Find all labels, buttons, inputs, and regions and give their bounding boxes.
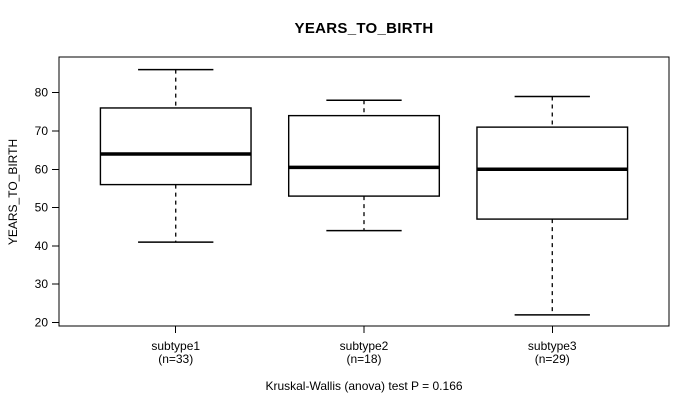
y-tick-label: 30 bbox=[35, 277, 49, 291]
iqr-box bbox=[99, 107, 252, 186]
group-label: subtype1 bbox=[151, 339, 200, 353]
iqr-box bbox=[287, 114, 441, 197]
group-label: subtype2 bbox=[340, 339, 389, 353]
y-tick-label: 70 bbox=[35, 124, 49, 138]
y-tick-label: 20 bbox=[35, 316, 49, 330]
y-tick-label: 40 bbox=[35, 239, 49, 253]
y-tick-label: 80 bbox=[35, 86, 49, 100]
y-tick-label: 50 bbox=[35, 201, 49, 215]
chart-title: YEARS_TO_BIRTH bbox=[294, 20, 434, 37]
y-tick-label: 60 bbox=[35, 162, 49, 176]
group-sublabel: (n=33) bbox=[158, 352, 193, 366]
group-sublabel: (n=29) bbox=[535, 352, 570, 366]
iqr-box bbox=[476, 126, 629, 220]
group-sublabel: (n=18) bbox=[346, 352, 381, 366]
group-label: subtype3 bbox=[528, 339, 577, 353]
stat-test-caption: Kruskal-Wallis (anova) test P = 0.166 bbox=[265, 379, 463, 393]
